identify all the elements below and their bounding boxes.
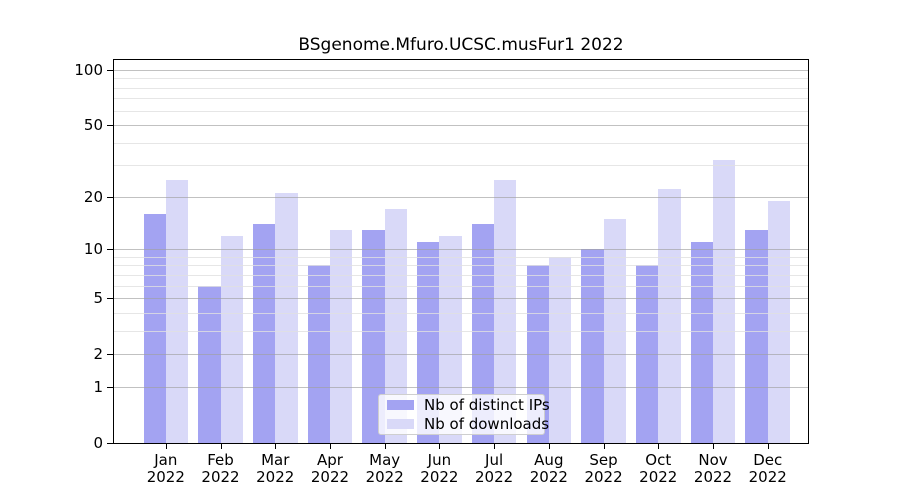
x-tick-mark-dec — [767, 444, 769, 449]
bar-distinct-ips-feb — [198, 285, 221, 443]
bar-downloads-sep — [603, 218, 626, 443]
x-tick-mark-jan — [165, 444, 167, 449]
x-tick-label-apr: Apr 2022 — [310, 451, 350, 486]
x-tick-label-nov: Nov 2022 — [693, 451, 733, 486]
x-tick-mark-sep — [603, 444, 605, 449]
bar-downloads-aug — [548, 256, 572, 443]
bar-distinct-ips-jun — [417, 242, 440, 443]
x-tick-label-jul: Jul 2022 — [475, 451, 514, 486]
x-tick-label-mar: Mar 2022 — [256, 451, 295, 486]
y-tick-mark-100 — [107, 69, 113, 71]
bar-distinct-ips-sep — [581, 249, 604, 443]
y-tick-mark-0 — [107, 443, 113, 444]
y-tick-label-5: 5 — [93, 289, 103, 308]
bar-downloads-dec — [767, 200, 791, 443]
x-tick-label-jan: Jan 2022 — [146, 451, 185, 486]
x-tick-label-feb: Feb 2022 — [201, 451, 240, 486]
bar-distinct-ips-may — [362, 229, 385, 443]
x-tick-mark-mar — [275, 444, 277, 449]
legend-item-distinct-ips: Nb of distinct IPs — [387, 397, 550, 413]
legend-swatch-downloads — [387, 419, 414, 429]
x-tick-label-dec: Dec 2022 — [748, 451, 787, 486]
legend: Nb of distinct IPs Nb of downloads — [378, 394, 550, 435]
x-tick-label-oct: Oct 2022 — [639, 451, 678, 486]
bar-downloads-feb — [220, 235, 243, 443]
bars-layer — [114, 60, 808, 443]
chart-title: BSgenome.Mfuro.UCSC.musFur1 2022 — [298, 35, 624, 55]
legend-label-distinct-ips: Nb of distinct IPs — [424, 395, 550, 414]
bar-downloads-oct — [658, 189, 681, 443]
x-tick-label-jun: Jun 2022 — [420, 451, 459, 486]
x-tick-mark-jun — [439, 444, 441, 449]
y-tick-label-2: 2 — [93, 345, 103, 364]
x-tick-mark-apr — [329, 444, 331, 449]
y-tick-mark-2 — [107, 354, 113, 356]
y-tick-label-1: 1 — [93, 377, 103, 396]
bar-distinct-ips-dec — [745, 229, 768, 443]
y-tick-label-0: 0 — [93, 434, 103, 452]
y-tick-mark-10 — [107, 249, 113, 251]
bar-downloads-jun — [439, 235, 462, 443]
bar-downloads-jan — [165, 179, 189, 443]
legend-swatch-distinct-ips — [387, 400, 414, 410]
y-tick-label-50: 50 — [83, 116, 103, 135]
x-tick-label-aug: Aug 2022 — [529, 451, 568, 486]
x-tick-label-sep: Sep 2022 — [584, 451, 623, 486]
bar-distinct-ips-jul — [471, 224, 495, 443]
bar-downloads-nov — [713, 160, 736, 443]
bar-distinct-ips-apr — [307, 265, 330, 443]
x-tick-mark-nov — [713, 444, 714, 449]
bar-downloads-may — [384, 209, 407, 443]
legend-label-downloads: Nb of downloads — [424, 414, 550, 433]
y-tick-mark-20 — [107, 196, 113, 198]
y-tick-label-20: 20 — [83, 187, 103, 206]
y-tick-mark-50 — [107, 125, 113, 127]
x-tick-mark-jul — [494, 444, 496, 449]
bar-downloads-jul — [494, 179, 517, 443]
bar-distinct-ips-jan — [143, 213, 166, 443]
y-tick-label-10: 10 — [83, 240, 103, 259]
bar-distinct-ips-mar — [252, 224, 276, 443]
y-tick-mark-5 — [107, 298, 113, 300]
y-tick-mark-1 — [107, 386, 113, 388]
legend-item-downloads: Nb of downloads — [387, 416, 549, 432]
y-tick-label-100: 100 — [74, 60, 103, 79]
plot-area — [113, 59, 809, 444]
x-tick-label-may: May 2022 — [365, 451, 404, 486]
bar-downloads-apr — [329, 229, 353, 443]
bar-downloads-mar — [275, 193, 298, 443]
bar-distinct-ips-nov — [690, 242, 713, 443]
bar-distinct-ips-oct — [635, 265, 659, 443]
x-tick-mark-oct — [658, 444, 660, 449]
x-tick-mark-aug — [548, 444, 550, 449]
x-tick-mark-feb — [220, 444, 222, 449]
x-tick-mark-may — [384, 444, 386, 449]
